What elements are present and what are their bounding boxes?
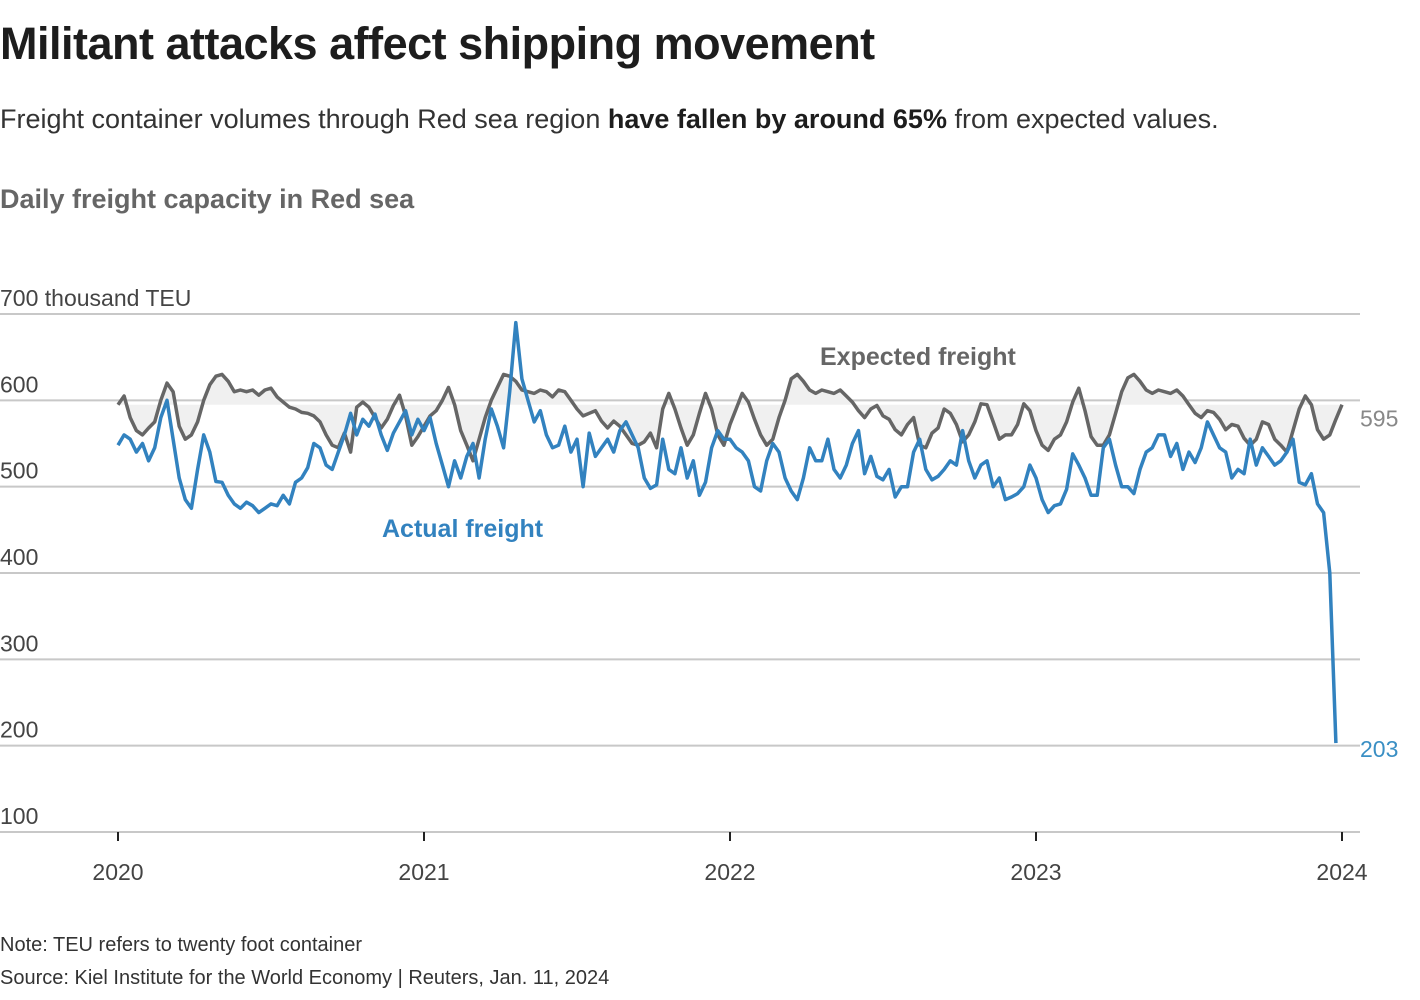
label-expected-freight: Expected freight	[820, 343, 1017, 371]
footnote: Note: TEU refers to twenty foot containe…	[0, 934, 363, 956]
x-tick-label-2022: 2022	[704, 859, 755, 885]
end-value-expected: 595	[1360, 406, 1398, 432]
series-line-actual-freight	[116, 320, 1338, 744]
x-tick-label-2024: 2024	[1316, 859, 1367, 885]
x-tick-label-2020: 2020	[92, 859, 143, 885]
subtitle-text-pre: Freight container volumes through Red se…	[0, 104, 608, 134]
page-title: Militant attacks affect shipping movemen…	[0, 18, 875, 69]
annotations: Expected freight Actual freight 595 203	[382, 343, 1398, 762]
axis-labels: 100 200 300 400 500 600 700 thousand TEU 2020 20…	[0, 285, 1368, 885]
x-tick-label-2021: 2021	[398, 859, 449, 885]
series-line-expected-freight	[116, 372, 1344, 463]
subtitle-text-post: from expected values.	[946, 104, 1219, 134]
x-tick-label-2023: 2023	[1010, 859, 1061, 885]
subtitle-highlight: have fallen by around 65%	[607, 104, 947, 134]
y-tick-label-500: 500	[0, 458, 38, 484]
line-chart: 100 200 300 400 500 600 700 thousand TEU 2020 20…	[0, 285, 1398, 885]
chart-title: Daily freight capacity in Red sea	[0, 184, 415, 214]
series-lines	[116, 320, 1344, 744]
source-credit: Source: Kiel Institute for the World Eco…	[0, 967, 610, 989]
end-value-actual: 203	[1360, 736, 1398, 762]
label-actual-freight: Actual freight	[382, 515, 544, 543]
subtitle: Freight container volumes through Red se…	[0, 104, 1219, 135]
y-tick-label-700: 700 thousand TEU	[0, 285, 191, 311]
y-tick-label-400: 400	[0, 544, 38, 570]
y-tick-label-600: 600	[0, 371, 38, 397]
y-tick-label-300: 300	[0, 630, 38, 656]
gap-fill-area	[118, 374, 1342, 461]
gap-area	[118, 374, 1342, 461]
y-tick-label-100: 100	[0, 803, 38, 829]
y-tick-label-200: 200	[0, 717, 38, 743]
